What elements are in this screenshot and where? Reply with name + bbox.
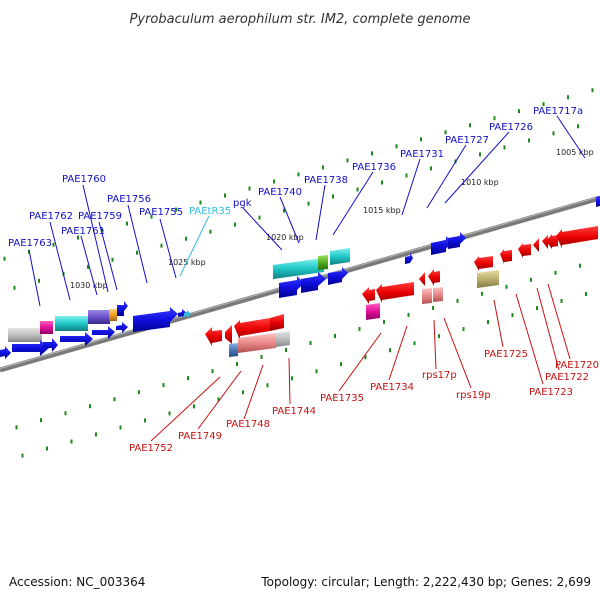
gene-feature[interactable] (43, 338, 58, 352)
gene-label[interactable]: PAE1762 (29, 211, 73, 222)
label-leaders (28, 115, 586, 442)
gene-feature[interactable] (279, 276, 304, 298)
gene-label[interactable]: PAE1736 (352, 162, 396, 173)
gene-label[interactable]: PAEtR35 (189, 206, 231, 217)
gene-label[interactable]: PAE1738 (304, 175, 348, 186)
gene-feature[interactable] (229, 343, 238, 357)
gene-feature[interactable] (477, 270, 499, 288)
gene-feature[interactable] (431, 236, 452, 255)
gene-feature[interactable] (433, 287, 443, 302)
gene-feature[interactable] (273, 258, 324, 279)
gene-feature[interactable] (556, 226, 598, 248)
gene-feature[interactable] (376, 282, 414, 303)
forward-features (0, 196, 600, 359)
gene-label[interactable]: PAE1734 (370, 382, 414, 393)
gene-label[interactable]: PAE1756 (107, 194, 151, 205)
gene-feature[interactable] (55, 316, 88, 331)
gene-label[interactable]: PAE1720 (555, 360, 599, 371)
reverse-gene-labels: PAE1720 PAE1722 PAE1723 PAE1725 rps19p r… (129, 349, 599, 454)
gene-feature[interactable] (60, 332, 93, 346)
gene-feature[interactable] (178, 309, 187, 317)
chart-title: Pyrobaculum aerophilum str. IM2, complet… (130, 12, 471, 27)
gene-feature[interactable] (270, 314, 284, 331)
gene-feature[interactable] (301, 272, 326, 293)
trna-feature[interactable] (184, 310, 191, 318)
gene-label[interactable]: PAE1760 (62, 174, 106, 185)
gene-feature[interactable] (88, 310, 110, 324)
kbp-label-1015: 1015 kbp (363, 206, 401, 215)
gene-feature[interactable] (474, 256, 493, 271)
gene-feature[interactable] (318, 255, 328, 270)
gene-feature[interactable] (428, 269, 440, 286)
gene-label[interactable]: PAE1755 (139, 207, 183, 218)
gene-label[interactable]: PAE1727 (445, 135, 489, 146)
gene-label[interactable]: PAE1740 (258, 187, 302, 198)
kbp-label-1030: 1030 kbp (70, 281, 108, 290)
gene-label[interactable]: rps19p (456, 390, 491, 401)
gene-feature[interactable] (328, 267, 348, 285)
gene-feature[interactable] (500, 249, 512, 264)
accession-text: Accession: NC_003364 (9, 575, 146, 589)
gene-label[interactable]: PAE1752 (129, 443, 173, 454)
genome-summary-text: Topology: circular; Length: 2,222,430 bp… (261, 575, 591, 589)
gene-label[interactable]: PAE1761 (61, 226, 105, 237)
gene-feature[interactable] (422, 288, 432, 304)
gene-feature[interactable] (205, 327, 222, 346)
gene-label[interactable]: PAE1748 (226, 419, 270, 430)
gene-feature[interactable] (419, 272, 425, 286)
forward-gene-labels: PAE1717a PAE1726 PAE1727 PAE1731 PAE1736… (8, 106, 583, 249)
gene-feature[interactable] (117, 301, 128, 316)
gene-label[interactable]: PAE1735 (320, 393, 364, 404)
gene-label[interactable]: pgk (233, 198, 252, 209)
reverse-features (205, 226, 598, 357)
gene-feature[interactable] (533, 238, 539, 252)
gene-feature[interactable] (133, 307, 178, 332)
gene-feature[interactable] (546, 234, 558, 249)
gene-feature[interactable] (12, 340, 49, 356)
gene-feature[interactable] (330, 248, 350, 265)
scale-ticks (3, 88, 594, 458)
gene-feature[interactable] (40, 321, 53, 334)
gene-label[interactable]: PAE1731 (400, 149, 444, 160)
gene-label[interactable]: PAE1759 (78, 211, 122, 222)
gene-label[interactable]: PAE1744 (272, 406, 316, 417)
gene-feature[interactable] (116, 322, 128, 333)
gene-label[interactable]: PAE1749 (178, 431, 222, 442)
gene-feature[interactable] (92, 326, 115, 339)
gene-label[interactable]: PAE1717a (533, 106, 583, 117)
kbp-label-1010: 1010 kbp (461, 178, 499, 187)
gene-feature[interactable] (225, 325, 232, 344)
gene-feature[interactable] (518, 243, 531, 258)
gene-feature[interactable] (8, 328, 42, 342)
gene-label[interactable]: PAE1763 (8, 238, 52, 249)
gene-feature[interactable] (366, 303, 380, 320)
gene-feature[interactable] (448, 232, 466, 249)
kbp-label-1020: 1020 kbp (266, 233, 304, 242)
gene-feature[interactable] (542, 235, 548, 249)
gene-feature[interactable] (0, 346, 11, 359)
kbp-label-1005: 1005 kbp (556, 148, 594, 157)
gene-feature[interactable] (276, 331, 290, 347)
gene-feature[interactable] (405, 253, 413, 264)
gene-label[interactable]: PAE1723 (529, 387, 573, 398)
gene-label[interactable]: PAE1725 (484, 349, 528, 360)
gene-label[interactable]: PAE1726 (489, 122, 533, 133)
gene-feature[interactable] (234, 318, 270, 340)
gene-feature[interactable] (109, 309, 117, 321)
gene-label[interactable]: PAE1722 (545, 372, 589, 383)
gene-feature[interactable] (596, 196, 600, 207)
gene-label[interactable]: rps17p (422, 370, 457, 381)
gene-feature[interactable] (238, 333, 276, 353)
gene-feature[interactable] (362, 287, 375, 304)
